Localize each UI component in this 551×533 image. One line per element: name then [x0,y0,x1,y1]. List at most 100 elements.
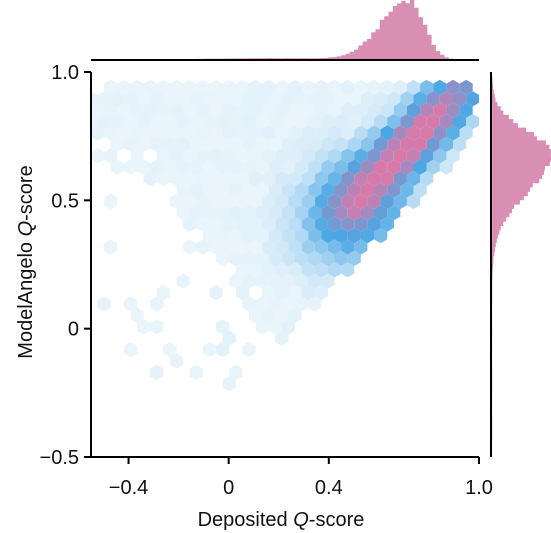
hexbin-cell [229,250,243,266]
hexbin-cell [255,114,269,130]
hexbin-cell [288,216,302,232]
hexbin-cell [91,91,98,107]
hexbin-cell [367,79,381,95]
hexbin-cell [367,216,381,232]
x-tick-label: −0.4 [109,477,148,499]
hexbin-cell [216,136,230,152]
hexbin-cell [150,114,164,130]
hexbin-cell [130,102,144,118]
hexbin-cell [104,193,118,209]
hexbin-cell [189,205,203,221]
hexbin-cell [255,182,269,198]
hexbin-cell [202,342,217,358]
hexbin-cell [380,171,394,187]
hexbin-cell [374,114,388,130]
hexbin-cell [123,342,138,358]
hexbin-cell [295,136,309,152]
hexbin-cell [327,79,342,95]
hexbin-cell [229,91,243,107]
hexbin-cell [156,125,170,141]
hexbin-cell [374,182,388,198]
hexbin-cell [249,239,263,255]
hexbin-cell [229,228,243,244]
hexbin-cell [229,159,243,175]
hexbin-cell [281,136,295,152]
hexbin-cell [242,296,256,312]
hexbin-cell [275,102,289,118]
hexbin-cell [314,239,328,255]
hexbin-cell [117,125,131,141]
hexbin-cell [189,364,203,380]
hexbin-cell [229,114,243,130]
hexbin-cell [130,307,144,323]
hexbin-cell [249,216,263,232]
hexbin-cell [367,148,381,164]
hexbin-cell [235,125,249,141]
hexbin-cell [229,182,243,198]
hexbin-cell [406,171,421,187]
hexbin-cell [327,171,342,187]
hexbin-cell [466,114,479,130]
hexbin-cell [334,182,348,198]
hexbin-cell [176,205,190,221]
hexbin-cell [202,182,217,198]
hexbin-cell [341,102,355,118]
hexbin-cell [150,364,164,380]
hexbin-cell [97,114,111,130]
hexbin-cell [360,136,374,152]
hexbin-cell [97,296,111,312]
hexbin-cell [439,91,453,107]
hexbin-cell [295,273,309,289]
hexbin-cell [242,273,256,289]
hexbin-cell [327,125,342,141]
hexbin-cell [110,136,124,152]
hexbin-cell [406,193,421,209]
hexbin-cell [347,250,361,266]
hexbin-cell [255,250,269,266]
hexbin-cell [123,296,138,312]
hexbin-cell [321,182,335,198]
hexbin-cell [209,285,223,301]
hexbin-cell [413,136,427,152]
hexbin-cell [288,102,302,118]
hexbin-cell [308,228,322,244]
hexbin-cell [341,262,355,278]
hexbin-cell [446,125,460,141]
hexbin-cell [104,239,118,255]
hexbin-cell [189,91,203,107]
hexbin-cell [156,285,170,301]
hexbin-cell [334,159,348,175]
hexbin-cell [308,182,322,198]
hexbin-cell [374,136,388,152]
right-marginal-histogram [491,76,551,457]
hexbin-cell [255,319,269,335]
hexbin-cell [281,296,295,312]
hexbin-cell [216,319,230,335]
hexbin-cell [170,79,184,95]
hexbin-cell [400,136,414,152]
hexbin-cell [400,91,414,107]
hexbin-cell [446,102,460,118]
hexbin-cell [202,159,217,175]
hexbin-cell [301,148,315,164]
hexbin-cell [367,125,381,141]
hexbin-cell [222,193,236,209]
hexbin-cell [229,364,243,380]
hexbin-cell [281,114,295,130]
hexbin-cell [249,193,263,209]
hexbin-cell [347,114,361,130]
hexbin-cell [308,273,322,289]
hexbin-cell [327,148,342,164]
hexbin-cell [222,171,236,187]
hexbin-cell [117,102,131,118]
hexbin-cell [137,319,151,335]
hexbin-cell [314,125,328,141]
hexbin-cell [268,159,282,175]
hexbin-cell [341,148,355,164]
hexbin-cell [222,102,236,118]
hexbin-cell [249,171,263,187]
hexbin-cell [262,193,276,209]
hexbin-cell [288,79,302,95]
hexbin-cell [137,159,151,175]
hexbin-cell [354,193,368,209]
